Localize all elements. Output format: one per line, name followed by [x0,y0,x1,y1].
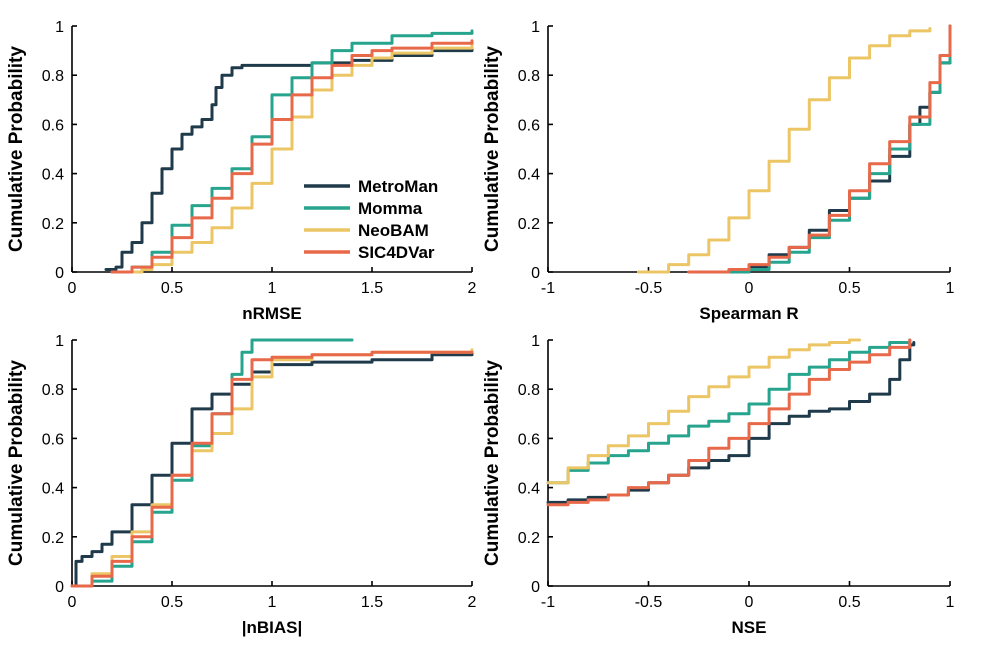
y-tick-label: 0.8 [518,68,540,85]
panel-nrmse: 0 0.5 1 1.5 2 0 0.2 0.4 0.6 0.8 1 nRMSE Cumulative P… [6,19,477,323]
y-axis-label: Cumulative Probability [482,360,503,566]
y-tick-label: 0 [55,579,64,596]
y-axis-label: Cumulative Probability [6,360,27,566]
series-line-metroman [727,24,952,274]
x-tick-label: 0.5 [161,594,183,611]
y-tick-label: 0.4 [518,481,540,498]
y-tick-label: 0.2 [518,530,540,547]
x-tick-label: -0.5 [635,280,663,297]
x-tick-label: -0.5 [635,594,663,611]
panel-nse: -1 -0.5 0 0.5 1 0 0.2 0.4 0.6 0.8 1 NSE Cumulative P… [482,333,955,637]
series-line-sic4dvar [70,350,474,588]
legend-label-momma: Momma [358,199,423,218]
x-axis-label: |nBIAS| [242,618,303,637]
series-line-metroman [546,341,916,504]
x-tick-label: 1 [268,280,277,297]
y-axis-label: Cumulative Probability [6,46,27,252]
series-line-momma [727,29,952,274]
y-tick-label: 0.4 [42,481,64,498]
series-line-neobam [130,41,474,274]
panel-spearman: -1 -0.5 0 0.5 1 0 0.2 0.4 0.6 0.8 1 Spearman R Cumul… [482,19,955,323]
series-line-momma [70,338,354,588]
x-tick-label: 0 [68,280,77,297]
y-tick-label: 0.6 [518,117,540,134]
x-tick-label: 0.5 [838,594,860,611]
x-tick-label: 0.5 [161,280,183,297]
y-tick-label: 0 [531,265,540,282]
y-tick-label: 1 [531,333,540,350]
y-tick-label: 0.8 [42,382,64,399]
x-tick-label: 1.5 [361,280,383,297]
legend-label-metroman: MetroMan [358,177,438,196]
y-tick-label: 0.2 [518,216,540,233]
legend-label-neobam: NeoBAM [358,221,429,240]
x-tick-label: 0 [745,280,754,297]
series-line-sic4dvar [687,24,952,274]
x-tick-label: 1 [946,594,955,611]
x-tick-label: 2 [468,280,477,297]
x-axis-label: nRMSE [242,304,302,323]
y-tick-label: 0.6 [42,117,64,134]
y-tick-label: 0.2 [42,530,64,547]
y-tick-label: 0.6 [42,431,64,448]
x-tick-label: -1 [541,280,555,297]
x-axis-label: NSE [732,618,767,637]
y-tick-label: 0.6 [518,431,540,448]
x-tick-label: 1.5 [361,594,383,611]
y-tick-label: 1 [55,19,64,36]
series-line-sic4dvar [546,338,912,507]
y-axis-label: Cumulative Probability [482,46,503,252]
x-tick-label: -1 [541,594,555,611]
y-tick-label: 0.4 [518,167,540,184]
x-tick-label: 0.5 [838,280,860,297]
y-tick-label: 0 [531,579,540,596]
series-line-neobam [546,338,861,485]
y-tick-label: 1 [55,333,64,350]
y-tick-label: 0 [55,265,64,282]
y-tick-label: 1 [531,19,540,36]
y-tick-label: 0.8 [42,68,64,85]
series-line-neobam [637,27,932,274]
y-tick-label: 0.2 [42,216,64,233]
x-tick-label: 1 [268,594,277,611]
legend-label-sic4dvar: SIC4DVar [358,243,435,262]
legend: MetroMan Momma NeoBAM SIC4DVar [304,177,438,262]
x-tick-label: 0 [745,594,754,611]
y-tick-label: 0.4 [42,167,64,184]
x-tick-label: 0 [68,594,77,611]
x-tick-label: 1 [946,280,955,297]
y-tick-label: 0.8 [518,382,540,399]
x-axis-label: Spearman R [699,304,798,323]
x-tick-label: 2 [468,594,477,611]
series-line-sic4dvar [110,39,474,274]
panel-nbias: 0 0.5 1 1.5 2 0 0.2 0.4 0.6 0.8 1 |nBIAS| Cumulative… [6,333,477,637]
